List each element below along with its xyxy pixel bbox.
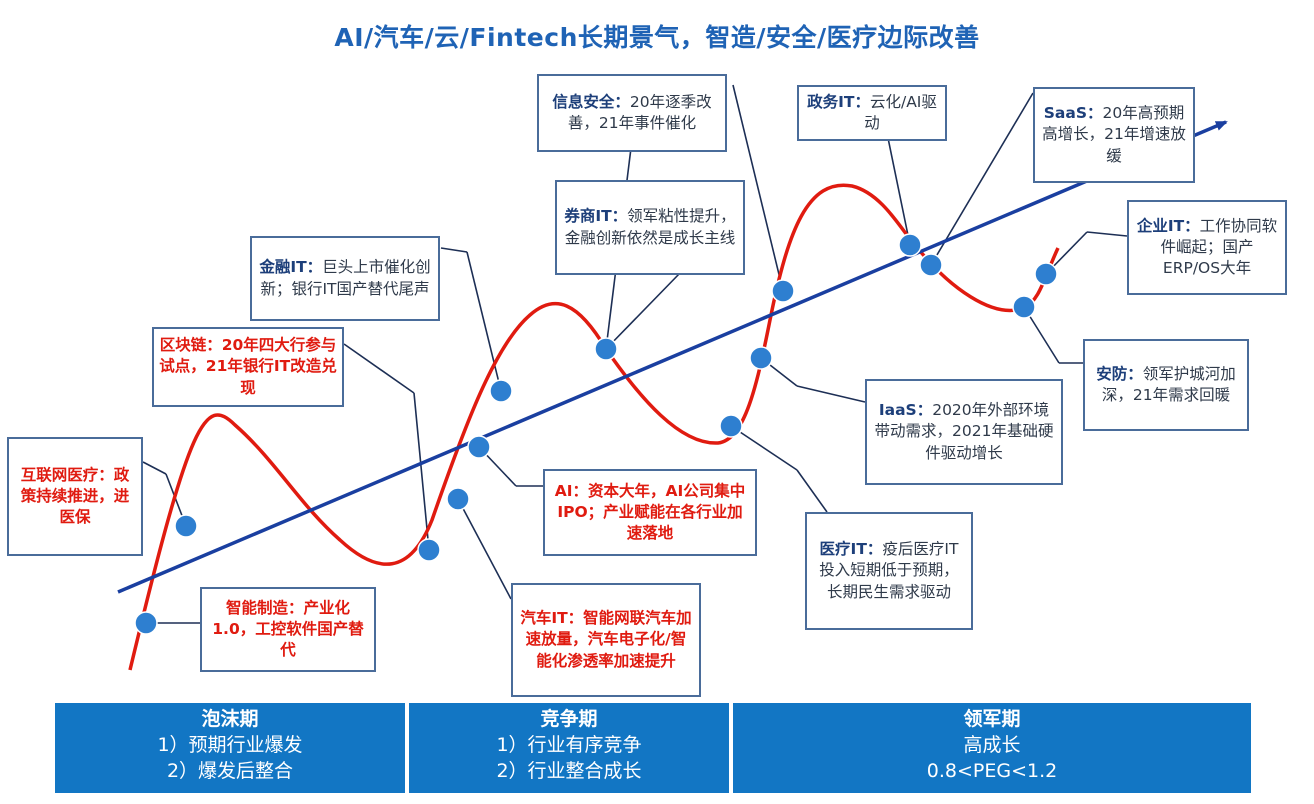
leader-line — [457, 498, 512, 600]
leader-line — [605, 272, 681, 350]
data-dot — [1034, 262, 1058, 286]
callout-blockchain: 区块链：20年四大行参与试点，21年银行IT改造兑现 — [152, 327, 344, 407]
phase-line: 2）行业整合成长 — [496, 760, 642, 783]
callout-text: 领军粘性提升，金融创新依然是成长主线 — [564, 207, 736, 247]
leader-line — [343, 343, 415, 394]
data-dot — [489, 379, 513, 403]
callout-lead: 智能制造： — [225, 598, 304, 617]
phase-bubble: 泡沫期 1）预期行业爆发 2）爆发后整合 — [55, 703, 405, 793]
callout-text: 云化/AI驱动 — [864, 92, 937, 132]
phase-title: 竞争期 — [540, 708, 598, 730]
callout-text: 智能网联汽车加速放量，汽车电子化/智能化渗透率加速提升 — [525, 609, 692, 670]
phase-line: 1）行业有序竞争 — [496, 734, 642, 757]
callout-healthnet: 互联网医疗：政策持续推进，进医保 — [7, 437, 143, 556]
leader-line — [142, 461, 167, 475]
callout-text: 产业化1.0，工控软件国产替代 — [212, 598, 364, 660]
data-dot — [749, 346, 773, 370]
callout-text: 20年高预期高增长，21年增速放缓 — [1042, 104, 1186, 165]
callout-lead: 互联网医疗： — [20, 465, 114, 484]
phase-line: 2）爆发后整合 — [166, 760, 294, 783]
leader-line — [440, 247, 468, 253]
callout-entit: 企业IT：工作协同软件崛起；国产ERP/OS大年 — [1127, 200, 1287, 295]
data-dot — [417, 538, 441, 562]
callout-text: 领军护城河加深，21年需求回暖 — [1101, 364, 1236, 404]
phase-title: 泡沫期 — [201, 708, 259, 730]
callout-autoit: 汽车IT：智能网联汽车加速放量，汽车电子化/智能化渗透率加速提升 — [511, 583, 701, 697]
callout-saas: SaaS：20年高预期高增长，21年增速放缓 — [1033, 87, 1195, 183]
callout-text: 资本大年，AI公司集中IPO；产业赋能在各行业加速落地 — [557, 481, 746, 543]
callout-lead: 企业IT： — [1136, 216, 1200, 235]
callout-smartmfg: 智能制造：产业化1.0，工控软件国产替代 — [200, 587, 376, 672]
callout-text: 20年逐季改善，21年事件催化 — [567, 92, 712, 132]
phase-competition: 竞争期 1）行业有序竞争 2）行业整合成长 — [409, 703, 729, 793]
callout-lead: SaaS： — [1043, 104, 1103, 123]
callout-lead: 安防： — [1096, 364, 1143, 383]
callout-govit: 政务IT：云化/AI驱动 — [797, 85, 947, 141]
callout-text: 政策持续推进，进医保 — [20, 465, 130, 527]
leader-line — [1086, 231, 1128, 237]
callout-lead: 政务IT： — [807, 92, 870, 111]
callout-lead: 汽车IT： — [520, 609, 584, 628]
phase-title: 领军期 — [963, 708, 1021, 730]
data-dot — [134, 611, 158, 635]
callout-text: 2020年外部环境带动需求，2021年基础硬件驱动增长 — [874, 401, 1054, 462]
leader-line — [732, 84, 784, 292]
data-dot — [594, 337, 618, 361]
callout-lead: AI： — [554, 481, 588, 500]
callout-text: 20年四大行参与试点，21年银行IT改造兑现 — [159, 336, 337, 397]
data-dot — [771, 279, 795, 303]
data-dot — [898, 233, 922, 257]
callout-text: 疫后医疗IT投入短期低于预期，长期民生需求驱动 — [819, 540, 959, 601]
data-dot — [174, 514, 198, 538]
callout-text: 工作协同软件崛起；国产ERP/OS大年 — [1160, 216, 1278, 278]
phase-leader: 领军期 高成长 0.8<PEG<1.2 — [733, 703, 1251, 793]
data-dot — [446, 487, 470, 511]
data-dot — [467, 435, 491, 459]
phase-line: 1）预期行业爆发 — [157, 734, 303, 757]
phase-line: 0.8<PEG<1.2 — [926, 760, 1058, 783]
leader-line — [730, 425, 798, 471]
callout-iaas: IaaS：2020年外部环境带动需求，2021年基础硬件驱动增长 — [865, 379, 1063, 485]
trend-arrow — [117, 120, 1228, 594]
leader-line — [413, 392, 430, 551]
data-dot — [719, 414, 743, 438]
phase-line: 高成长 — [963, 734, 1021, 757]
data-dot — [919, 253, 943, 277]
leader-line — [466, 251, 502, 392]
callout-finit: 金融IT：巨头上市催化创新；银行IT国产替代尾声 — [250, 236, 440, 321]
callout-lead: 区块链： — [159, 336, 222, 355]
diagram-title: AI/汽车/云/Fintech长期景气，智造/安全/医疗边际改善 — [334, 23, 980, 52]
leader-line — [796, 385, 866, 403]
leader-line — [796, 469, 828, 513]
leader-line — [887, 137, 911, 246]
callout-lead: 券商IT： — [564, 207, 628, 226]
callout-lead: IaaS： — [878, 401, 933, 420]
callout-ai: AI：资本大年，AI公司集中IPO；产业赋能在各行业加速落地 — [543, 469, 757, 556]
callout-infosec: 信息安全：20年逐季改善，21年事件催化 — [537, 74, 727, 152]
callout-medit: 医疗IT：疫后医疗IT投入短期低于预期，长期民生需求驱动 — [805, 512, 973, 630]
callout-text: 巨头上市催化创新；银行IT国产替代尾声 — [260, 258, 431, 298]
callout-security: 安防：领军护城河加深，21年需求回暖 — [1083, 339, 1249, 431]
data-dot — [1012, 295, 1036, 319]
callout-lead: 金融IT： — [259, 258, 323, 277]
callout-lead: 信息安全： — [552, 92, 630, 111]
leader-line — [930, 92, 1034, 266]
callout-lead: 医疗IT： — [819, 540, 883, 559]
callout-broker: 券商IT：领军粘性提升，金融创新依然是成长主线 — [555, 180, 745, 275]
